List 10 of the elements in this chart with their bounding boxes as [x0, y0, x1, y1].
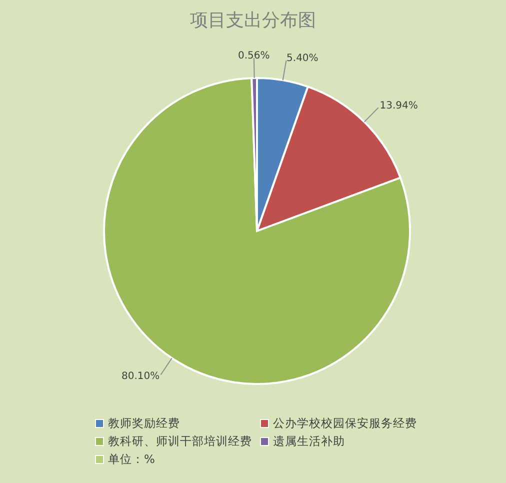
legend-label: 遗属生活补助 — [273, 434, 345, 449]
text: 单位：% — [108, 452, 155, 467]
legend-label: 公办学校校园保安服务经费 — [273, 416, 417, 431]
data-label: 0.56% — [238, 50, 270, 62]
data-label: 13.94% — [380, 100, 418, 112]
chart-title: 项目支出分布图 — [189, 9, 317, 32]
legend-label: 教科研、师训干部培训经费 — [108, 434, 252, 449]
legend-label: 教师奖励经费 — [108, 416, 180, 431]
data-label: 80.10% — [121, 370, 160, 382]
data-label: 5.40% — [286, 53, 318, 64]
